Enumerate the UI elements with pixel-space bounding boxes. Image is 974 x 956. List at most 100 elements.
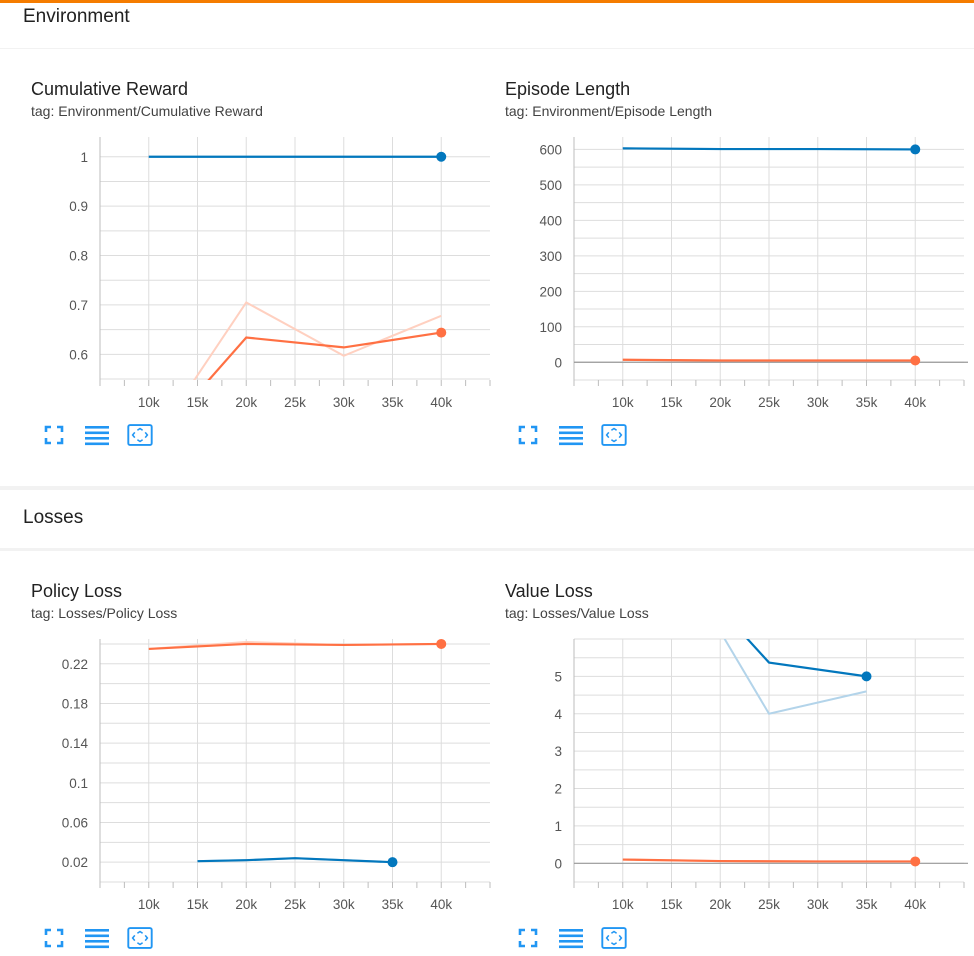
series-raw-line: [193, 301, 442, 380]
series-group: [622, 147, 916, 362]
y-tick-label: 600: [539, 142, 562, 157]
x-tick-label: 20k: [709, 897, 731, 912]
x-tick-label: 25k: [758, 897, 780, 912]
x-tick-label: 30k: [333, 395, 355, 410]
section-title-losses: Losses: [23, 507, 84, 528]
x-tick-label: 35k: [856, 897, 878, 912]
y-tick-label: 200: [539, 284, 562, 299]
y-tick-label: 3: [554, 744, 562, 759]
y-tick-label: 1: [554, 819, 562, 834]
series-group: [148, 155, 442, 380]
fullscreen-icon[interactable]: [41, 925, 67, 951]
chart-value-loss[interactable]: 0 1 2 3 4 5 10k 15k 20k 25k 30k 35k 40k: [497, 581, 968, 921]
fullscreen-icon[interactable]: [41, 422, 67, 448]
series-end-point: [861, 671, 872, 682]
series-end-point: [910, 856, 921, 867]
y-tick-label: 300: [539, 249, 562, 264]
chart-card-policy-loss: Policy Loss tag: Losses/Policy Loss 0.02…: [23, 581, 493, 956]
environment-section-body: [0, 49, 974, 486]
x-tick-label: 20k: [235, 395, 257, 410]
y-tick-label: 0: [554, 856, 562, 871]
x-tick-label: 35k: [382, 395, 404, 410]
series-group: [622, 639, 916, 863]
chart-cumulative-reward[interactable]: 0.6 0.7 0.8 0.9 1 10k 15k 20k 25k 30k 35k 40k: [23, 79, 493, 419]
y-tick-label: 400: [539, 213, 562, 228]
x-tick-label: 35k: [382, 897, 404, 912]
chart-toolbar: [515, 925, 644, 951]
y-tick-label: 0.7: [69, 298, 88, 313]
chart-tag: tag: Environment/Cumulative Reward: [31, 103, 263, 119]
y-tick-label: 0.6: [69, 347, 88, 362]
x-tick-label: 25k: [758, 395, 780, 410]
chart-tag: tag: Losses/Value Loss: [505, 605, 649, 621]
data-table-icon[interactable]: [558, 925, 584, 951]
fit-domain-icon[interactable]: [127, 925, 153, 951]
y-tick-label: 0.14: [62, 736, 89, 751]
y-tick-label: 0.18: [62, 696, 88, 711]
y-tick-label: 2: [554, 782, 562, 797]
x-tick-label: 30k: [807, 395, 829, 410]
x-tick-label: 40k: [430, 897, 452, 912]
y-tick-label: 0.02: [62, 855, 88, 870]
y-tick-label: 0.1: [69, 776, 88, 791]
data-table-icon[interactable]: [84, 422, 110, 448]
series-group: [148, 640, 442, 864]
x-tick-label: 35k: [856, 395, 878, 410]
chart-title: Cumulative Reward: [31, 79, 189, 99]
section-title-environment: Environment: [23, 6, 130, 27]
chart-card-cumulative-reward: Cumulative Reward tag: Environment/Cumul…: [23, 79, 493, 459]
chart-card-value-loss: Value Loss tag: Losses/Value Loss 0 1 2 3 4 5…: [497, 581, 968, 956]
series-end-point: [436, 151, 447, 162]
y-tick-label: 0: [554, 355, 562, 370]
x-tick-label: 40k: [430, 395, 452, 410]
fit-domain-icon[interactable]: [127, 422, 153, 448]
y-tick-label: 0.06: [62, 815, 88, 830]
y-tick-label: 0.9: [69, 199, 88, 214]
fullscreen-icon[interactable]: [515, 925, 541, 951]
x-tick-label: 25k: [284, 395, 306, 410]
x-tick-label: 15k: [661, 897, 683, 912]
series-end-point: [910, 144, 921, 155]
y-tick-label: 5: [554, 669, 562, 684]
chart-title: Policy Loss: [31, 581, 123, 601]
x-tick-label: 10k: [612, 395, 634, 410]
series-end-point: [387, 857, 398, 868]
series-end-point: [910, 355, 921, 366]
top-accent-bar: [0, 0, 974, 3]
y-tick-label: 4: [554, 707, 562, 722]
fit-domain-icon[interactable]: [601, 422, 627, 448]
x-tick-label: 15k: [187, 395, 209, 410]
series-smoothed-line: [622, 147, 916, 151]
series-end-point: [436, 327, 447, 338]
losses-section-header: Losses: [0, 490, 974, 548]
x-tick-label: 15k: [187, 897, 209, 912]
x-tick-label: 10k: [612, 897, 634, 912]
chart-title: Episode Length: [505, 79, 631, 99]
y-tick-label: 0.22: [62, 657, 88, 672]
fullscreen-icon[interactable]: [515, 422, 541, 448]
environment-section-header: Environment: [0, 3, 974, 48]
x-tick-label: 30k: [807, 897, 829, 912]
y-tick-label: 1: [80, 150, 88, 165]
x-tick-label: 20k: [235, 897, 257, 912]
series-smoothed-line: [622, 358, 916, 362]
chart-card-episode-length: Episode Length tag: Environment/Episode …: [497, 79, 968, 459]
chart-toolbar: [41, 925, 170, 951]
x-tick-label: 40k: [904, 897, 926, 912]
x-tick-label: 10k: [138, 395, 160, 410]
x-tick-label: 10k: [138, 897, 160, 912]
x-tick-label: 30k: [333, 897, 355, 912]
chart-toolbar: [515, 422, 644, 448]
losses-section-body: [0, 551, 974, 956]
chart-episode-length[interactable]: 0 100 200 300 400 500 600 10k 15k 20k 25k 30k 35k 40k: [497, 79, 968, 419]
series-smoothed-line: [148, 642, 442, 651]
data-table-icon[interactable]: [84, 925, 110, 951]
chart-policy-loss[interactable]: 0.02 0.06 0.1 0.14 0.18 0.22 10k 15k 20k 25k 30k 35…: [23, 581, 493, 921]
data-table-icon[interactable]: [558, 422, 584, 448]
chart-tag: tag: Environment/Episode Length: [505, 103, 713, 119]
fit-domain-icon[interactable]: [601, 925, 627, 951]
chart-tag: tag: Losses/Policy Loss: [31, 605, 178, 621]
y-tick-label: 500: [539, 178, 562, 193]
chart-title: Value Loss: [505, 581, 593, 601]
x-tick-label: 40k: [904, 395, 926, 410]
